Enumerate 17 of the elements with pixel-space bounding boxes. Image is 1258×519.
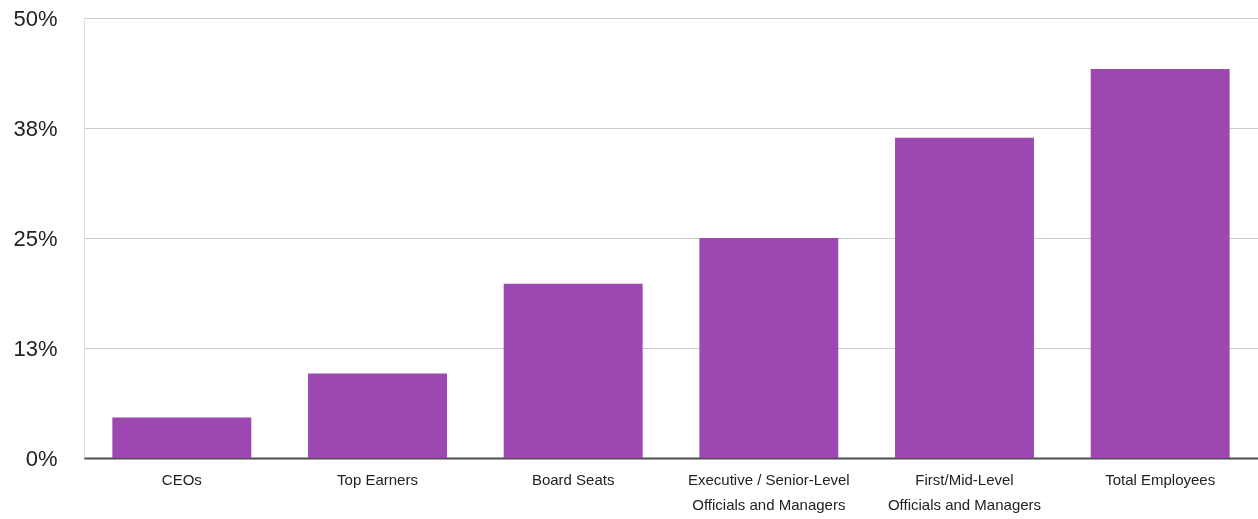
bar	[112, 417, 252, 458]
x-tick-label: CEOs	[161, 470, 202, 488]
x-tick-label: Top Earners	[337, 470, 418, 488]
bar	[503, 283, 643, 458]
y-tick-label: 25%	[13, 225, 58, 251]
bar	[699, 238, 839, 458]
bar	[895, 137, 1034, 458]
x-tick-label: First/Mid-Level Officials and Managers	[887, 470, 1042, 513]
y-tick-label: 13%	[13, 335, 58, 361]
x-tick-label: Board Seats	[531, 470, 615, 488]
bar	[308, 373, 447, 458]
y-tick-label: 50%	[13, 5, 58, 31]
y-tick-label: 0%	[25, 445, 58, 471]
x-tick-label: Executive / Senior-Level Officials and Managers	[687, 470, 850, 513]
bar	[1090, 69, 1230, 458]
x-tick-label: Total Employees	[1105, 470, 1216, 488]
y-tick-label: 38%	[13, 115, 58, 141]
